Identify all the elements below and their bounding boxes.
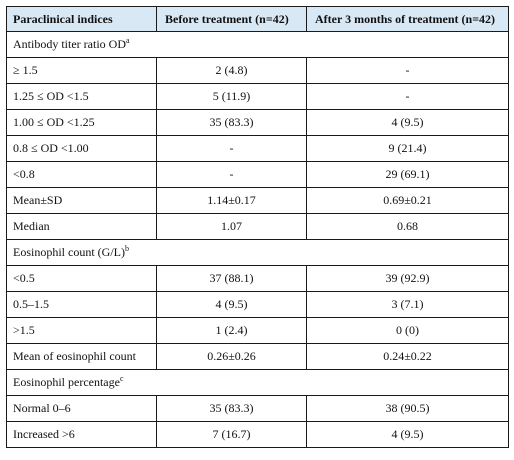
table-row: Increased >6 7 (16.7) 4 (9.5)	[6, 421, 509, 448]
section-row: Eosinophil percentagec	[6, 369, 509, 396]
row-label: 1.25 ≤ OD <1.5	[6, 83, 157, 110]
table-row: Mean±SD 1.14±0.17 0.69±0.21	[6, 187, 509, 214]
after-value: 0.68	[306, 213, 509, 240]
section-row: Eosinophil count (G/L)b	[6, 239, 509, 266]
section-title: Eosinophil percentagec	[6, 369, 509, 396]
row-label: Normal 0–6	[6, 395, 157, 422]
row-label: 1.00 ≤ OD <1.25	[6, 109, 157, 136]
before-value: 5 (11.9)	[156, 83, 307, 110]
header-paraclinical-indices: Paraclinical indices	[6, 6, 157, 32]
footnote-marker: a	[125, 36, 130, 45]
section-title: Antibody titer ratio ODa	[6, 31, 509, 58]
table-row: Mean of eosinophil count 0.26±0.26 0.24±0.…	[6, 343, 509, 370]
row-label: 0.5–1.5	[6, 291, 157, 318]
header-before-treatment: Before treatment (n=42)	[156, 6, 307, 32]
before-value: -	[156, 161, 307, 188]
row-label: Mean of eosinophil count	[6, 343, 157, 370]
after-value: 4 (9.5)	[306, 421, 509, 448]
table-row: 0.5–1.5 4 (9.5) 3 (7.1)	[6, 291, 509, 318]
row-label: ≥ 1.5	[6, 57, 157, 84]
table-row: 0.8 ≤ OD <1.00-9 (21.4)	[6, 135, 509, 162]
after-value: 9 (21.4)	[306, 135, 509, 162]
table-row: <0.8-29 (69.1)	[6, 161, 509, 188]
table-body: Antibody titer ratio ODa ≥ 1.5 2 (4.8) -1.2…	[6, 31, 509, 448]
table-row: >1.5 1 (2.4) 0 (0)	[6, 317, 509, 344]
before-value: 37 (88.1)	[156, 265, 307, 292]
footnote-marker: c	[119, 374, 124, 383]
after-value: -	[306, 83, 509, 110]
table-row: <0.5 37 (88.1) 39 (92.9)	[6, 265, 509, 292]
row-label: Median	[6, 213, 157, 240]
header-after-treatment: After 3 months of treatment (n=42)	[306, 6, 509, 32]
paraclinical-table: Paraclinical indices Before treatment (n…	[6, 6, 509, 448]
table-row: 1.00 ≤ OD <1.25 35 (83.3) 4 (9.5)	[6, 109, 509, 136]
table-row: ≥ 1.5 2 (4.8) -	[6, 57, 509, 84]
after-value: 0.24±0.22	[306, 343, 509, 370]
section-title-text: Antibody titer ratio OD	[13, 37, 126, 51]
row-label: <0.8	[6, 161, 157, 188]
after-value: 29 (69.1)	[306, 161, 509, 188]
row-label: Increased >6	[6, 421, 157, 448]
before-value: 7 (16.7)	[156, 421, 307, 448]
before-value: 1.14±0.17	[156, 187, 307, 214]
after-value: 39 (92.9)	[306, 265, 509, 292]
after-value: 4 (9.5)	[306, 109, 509, 136]
section-row: Antibody titer ratio ODa	[6, 31, 509, 58]
before-value: 35 (83.3)	[156, 109, 307, 136]
after-value: 38 (90.5)	[306, 395, 509, 422]
before-value: 1 (2.4)	[156, 317, 307, 344]
before-value: 4 (9.5)	[156, 291, 307, 318]
after-value: -	[306, 57, 509, 84]
section-title: Eosinophil count (G/L)b	[6, 239, 509, 266]
before-value: -	[156, 135, 307, 162]
footnote-marker: b	[124, 244, 129, 253]
table-container: Paraclinical indices Before treatment (n…	[6, 6, 509, 448]
row-label: >1.5	[6, 317, 157, 344]
before-value: 35 (83.3)	[156, 395, 307, 422]
after-value: 0 (0)	[306, 317, 509, 344]
after-value: 3 (7.1)	[306, 291, 509, 318]
after-value: 0.69±0.21	[306, 187, 509, 214]
table-row: Normal 0–6 35 (83.3) 38 (90.5)	[6, 395, 509, 422]
section-title-text: Eosinophil percentage	[13, 375, 120, 389]
before-value: 1.07	[156, 213, 307, 240]
table-row: Median 1.07 0.68	[6, 213, 509, 240]
row-label: 0.8 ≤ OD <1.00	[6, 135, 157, 162]
before-value: 2 (4.8)	[156, 57, 307, 84]
section-title-text: Eosinophil count (G/L)	[13, 245, 125, 259]
table-row: 1.25 ≤ OD <1.5 5 (11.9) -	[6, 83, 509, 110]
header-row: Paraclinical indices Before treatment (n…	[6, 6, 509, 32]
row-label: <0.5	[6, 265, 157, 292]
row-label: Mean±SD	[6, 187, 157, 214]
before-value: 0.26±0.26	[156, 343, 307, 370]
